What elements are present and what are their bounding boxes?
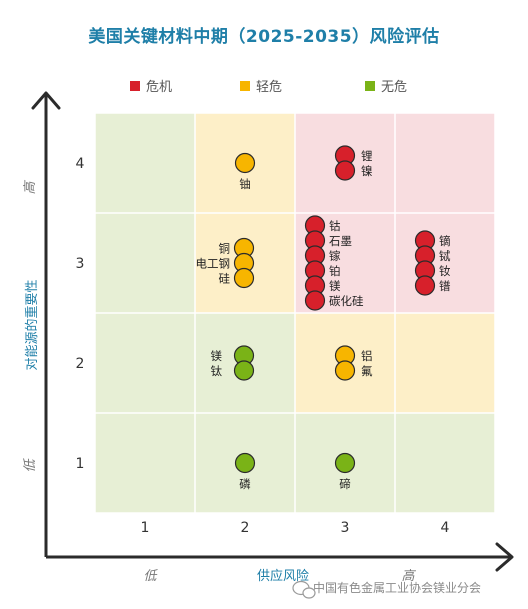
point-label: 钕 (439, 264, 451, 278)
x-axis-arrow-icon (495, 542, 514, 572)
y-axis-low-label: 低 (23, 458, 38, 473)
data-point-critical (414, 275, 436, 296)
y-tick-label: 3 (76, 256, 85, 272)
axes-layer: 对能源的重要性供应风险高低低高 (23, 91, 514, 584)
data-point-not_critical (233, 360, 255, 381)
point-label: 镝 (439, 234, 451, 248)
point-label: 铂 (329, 264, 341, 278)
point-label: 镍 (361, 164, 373, 178)
legend-layer: 危机 轻危 无危 (130, 80, 407, 95)
y-axis-title: 对能源的重要性 (24, 279, 40, 370)
data-point-critical (304, 290, 326, 311)
data-point-not_critical (334, 452, 356, 474)
point-label: 镨 (439, 279, 451, 293)
ticks-layer: 1 2 3 4 1 2 3 4 (76, 156, 450, 536)
legend-swatch-not_critical (365, 81, 375, 91)
legend-label-not_critical: 无危 (381, 80, 407, 95)
zone-cell (95, 313, 195, 413)
wechat-icon (292, 580, 316, 599)
data-point-near_critical (233, 267, 255, 289)
point-label: 镓 (329, 249, 341, 263)
point-label: 电工钢 (196, 257, 231, 271)
zone-cell (95, 413, 195, 513)
x-tick-label: 4 (441, 520, 450, 536)
point-label: 石墨 (329, 234, 352, 248)
points-layer (233, 145, 436, 474)
x-axis-low-label: 低 (143, 569, 158, 584)
y-axis-arrow-icon (31, 91, 61, 110)
point-label: 磷 (239, 477, 251, 491)
point-label: 硅 (219, 272, 231, 286)
zone-cell (395, 113, 495, 213)
x-tick-label: 2 (241, 520, 250, 536)
zone-cell (95, 213, 195, 313)
point-label: 铀 (239, 177, 251, 191)
legend-label-near_critical: 轻危 (256, 80, 282, 95)
legend-label-critical: 危机 (146, 80, 172, 95)
x-tick-label: 1 (141, 520, 150, 536)
data-point-near_critical (234, 152, 256, 174)
x-axis-title: 供应风险 (257, 568, 309, 584)
watermark-text: 中国有色金属工业协会镁业分会 (313, 580, 481, 595)
wechat-bubble-small (302, 587, 316, 599)
x-tick-label: 3 (341, 520, 350, 536)
point-label: 镁 (211, 349, 223, 363)
point-label: 氟 (361, 364, 373, 378)
point-label: 镁 (329, 279, 341, 293)
point-label: 碲 (339, 477, 351, 491)
grid-layer (94, 112, 496, 514)
zone-cell (395, 213, 495, 313)
y-tick-label: 2 (76, 356, 85, 372)
zone-cell (395, 313, 495, 413)
point-label: 铝 (361, 349, 373, 363)
data-point-critical (334, 160, 356, 181)
chart-title: 美国关键材料中期（2025-2035）风险评估 (88, 27, 440, 47)
point-label: 钴 (329, 219, 341, 233)
zones-layer (95, 113, 495, 513)
point-label: 铜 (219, 242, 231, 256)
legend-swatch-critical (130, 81, 140, 91)
labels-layer: 锂镍铀钴石墨镓铂镁碳化硅镝铽钕镨铜电工钢硅镁钛铝氟磷碲 (196, 149, 452, 491)
point-label: 锂 (361, 149, 373, 163)
y-tick-label: 1 (76, 456, 85, 472)
point-label: 碳化硅 (329, 294, 364, 308)
point-label: 铽 (439, 249, 451, 263)
watermark-layer: 中国有色金属工业协会镁业分会 (292, 580, 481, 599)
y-tick-label: 4 (76, 156, 85, 172)
zone-cell (395, 413, 495, 513)
data-point-not_critical (234, 452, 256, 474)
data-point-near_critical (334, 360, 356, 381)
zone-cell (95, 113, 195, 213)
x-axis-high-label: 高 (401, 569, 416, 584)
legend-swatch-near_critical (240, 81, 250, 91)
point-label: 钛 (211, 364, 223, 378)
y-axis-high-label: 高 (23, 180, 38, 195)
